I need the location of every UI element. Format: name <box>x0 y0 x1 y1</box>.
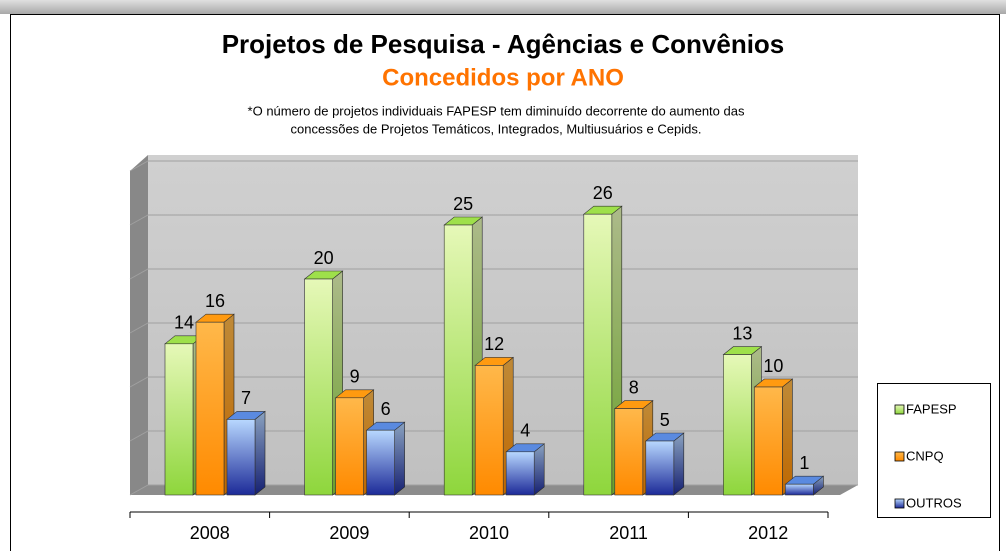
bar <box>304 278 333 496</box>
bar-side <box>782 378 793 496</box>
bar-side <box>533 443 545 496</box>
bar <box>645 440 675 496</box>
bar-side <box>394 421 405 496</box>
note: *O número de projetos individuais FAPESP… <box>248 103 745 118</box>
x-tick-label: 2010 <box>469 523 509 543</box>
legend-label: FAPESP <box>906 401 957 416</box>
bar <box>195 321 225 496</box>
value-label: 10 <box>763 356 783 376</box>
chart-subtitle: Concedidos por ANO <box>382 64 624 91</box>
legend-label: CNPQ <box>906 448 944 463</box>
bar <box>366 429 395 496</box>
value-label: 14 <box>174 313 194 333</box>
side-wall <box>130 155 148 495</box>
bar <box>505 451 535 496</box>
legend-swatch <box>894 404 905 415</box>
bar <box>754 386 783 496</box>
value-label: 8 <box>629 377 639 397</box>
value-label: 16 <box>205 291 225 311</box>
bar <box>164 343 194 496</box>
bar <box>583 213 613 496</box>
x-tick-label: 2009 <box>329 523 369 543</box>
bar <box>723 354 752 496</box>
value-label: 6 <box>381 399 391 419</box>
value-label: 7 <box>241 388 251 408</box>
value-label: 4 <box>520 421 530 441</box>
bar <box>335 397 364 496</box>
value-label: 20 <box>314 248 334 268</box>
x-tick-label: 2008 <box>190 523 230 543</box>
value-label: 26 <box>593 183 613 203</box>
legend-swatch <box>894 451 905 462</box>
note: concessões de Projetos Temáticos, Integr… <box>291 121 702 136</box>
bar <box>614 408 644 496</box>
x-tick-label: 2011 <box>609 523 648 543</box>
value-label: 12 <box>484 334 504 354</box>
bar <box>226 419 256 496</box>
value-label: 9 <box>350 367 360 387</box>
value-label: 1 <box>799 453 809 473</box>
legend-swatch <box>894 498 905 509</box>
value-label: 25 <box>453 194 473 214</box>
bar-side <box>254 410 266 496</box>
bar <box>474 365 504 496</box>
top-band <box>0 0 1006 14</box>
bar <box>785 483 814 496</box>
chart-title: Projetos de Pesquisa - Agências e Convên… <box>222 29 785 59</box>
bar <box>443 224 473 496</box>
x-tick-label: 2012 <box>748 523 788 543</box>
bar-side <box>673 432 685 496</box>
grid-line <box>129 160 858 172</box>
value-label: 5 <box>660 410 670 430</box>
legend-label: OUTROS <box>906 495 962 510</box>
value-label: 13 <box>732 323 752 343</box>
